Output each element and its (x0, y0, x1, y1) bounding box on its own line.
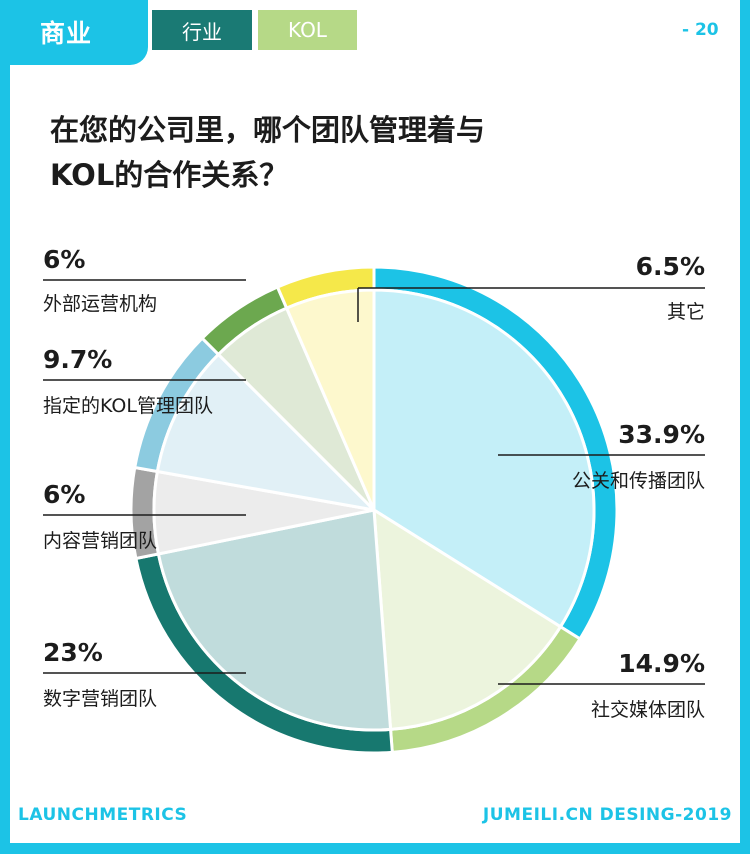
data-label-value: 6.5% (636, 252, 705, 281)
data-label-category: 公关和传播团队 (572, 470, 705, 492)
data-label-value: 6% (43, 245, 85, 274)
tab-kol[interactable]: KOL (258, 10, 357, 50)
chart-title-line-1: 在您的公司里，哪个团队管理着与 (50, 113, 486, 147)
tab-kol-label: KOL (288, 18, 327, 42)
data-label-category: 其它 (667, 301, 705, 323)
data-label-value: 23% (43, 638, 103, 667)
tab-business[interactable]: 商业 (10, 0, 148, 65)
pie-chart: 33.9% 公关和传播团队 14.9% 社交媒体团队 23% 数字营销团队 6% 内容营销团队… (43, 245, 705, 755)
footer-source: LAUNCHMETRICS (18, 805, 188, 825)
chart-title-line-2: KOL的合作关系？ (50, 158, 289, 192)
page-number: - 20 (682, 20, 719, 40)
tab-industry[interactable]: 行业 (152, 10, 252, 50)
pie-slice (155, 352, 379, 513)
data-label-category: 社交媒体团队 (591, 699, 705, 721)
pie-slice (372, 288, 596, 629)
data-label-category: 数字营销团队 (43, 688, 157, 710)
data-label-value: 6% (43, 480, 85, 509)
pie-slice (284, 288, 376, 511)
chart-title: 在您的公司里，哪个团队管理着与 KOL的合作关系？ (50, 108, 610, 198)
data-label-category: 指定的KOL管理团队 (43, 395, 213, 417)
pie-slice (372, 507, 563, 731)
card: 商业 行业 KOL - 20 在您的公司里，哪个团队管理着与 KOL的合作关系？… (10, 0, 740, 843)
tab-industry-label: 行业 (182, 19, 222, 44)
footer-credit: JUMEILI.CN DESING-2019 (482, 805, 732, 825)
data-label-value: 9.7% (43, 345, 112, 374)
data-label-category: 内容营销团队 (43, 530, 157, 552)
data-label-value: 33.9% (618, 420, 705, 449)
pie-slice (156, 508, 393, 732)
data-label-category: 外部运营机构 (43, 293, 157, 315)
tab-business-label: 商业 (40, 19, 93, 48)
data-label-value: 14.9% (618, 649, 705, 678)
